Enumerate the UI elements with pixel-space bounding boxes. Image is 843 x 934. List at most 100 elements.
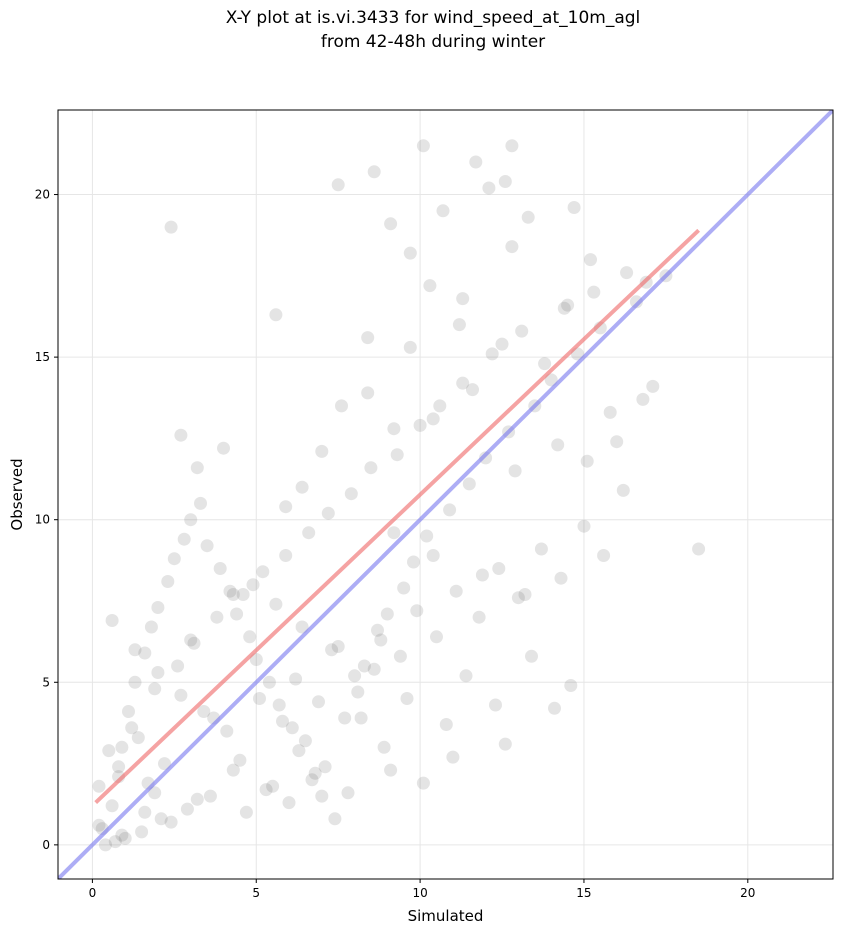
data-point — [416, 139, 430, 153]
data-point — [616, 483, 630, 497]
data-point — [331, 640, 345, 653]
data-point — [436, 204, 450, 218]
data-point — [321, 506, 335, 520]
data-point — [636, 392, 650, 406]
data-point — [279, 549, 293, 562]
data-point — [112, 760, 126, 774]
data-point — [125, 721, 139, 735]
data-point — [629, 295, 643, 309]
data-point — [190, 461, 204, 475]
data-point — [315, 789, 329, 803]
data-point — [285, 721, 299, 735]
data-point — [217, 441, 230, 455]
data-point — [105, 614, 119, 627]
data-point — [331, 178, 345, 192]
x-tick-label: 0 — [89, 886, 97, 900]
data-point — [167, 552, 181, 566]
chart-title: X-Y plot at is.vi.3433 for wind_speed_at… — [0, 6, 843, 54]
data-point — [466, 383, 479, 397]
data-point — [433, 399, 447, 413]
data-point — [305, 773, 319, 787]
one-to-one-line — [58, 110, 833, 879]
data-point — [597, 549, 611, 562]
regression-line — [94, 228, 701, 805]
data-point — [534, 542, 548, 556]
data-point — [449, 584, 463, 598]
data-point — [380, 607, 394, 621]
chart-title-line-1: X-Y plot at is.vi.3433 for wind_speed_at… — [225, 8, 641, 28]
data-point — [158, 757, 171, 771]
data-point — [213, 562, 227, 575]
data-point — [108, 835, 122, 849]
y-tick-label: 10 — [35, 513, 50, 527]
data-point — [135, 825, 149, 839]
data-point — [115, 828, 129, 842]
data-point — [236, 588, 250, 601]
data-point — [194, 496, 207, 510]
data-point — [354, 711, 368, 725]
data-point — [328, 812, 342, 826]
data-point — [387, 526, 401, 540]
data-point — [567, 201, 581, 214]
data-point — [505, 139, 519, 153]
data-point — [269, 308, 283, 322]
data-point — [246, 578, 260, 592]
data-point — [393, 649, 407, 663]
data-point — [498, 737, 512, 751]
data-point — [239, 805, 253, 819]
data-point — [505, 240, 519, 254]
x-tick-label: 5 — [252, 886, 260, 900]
x-tick-label: 20 — [740, 886, 755, 900]
data-point — [151, 601, 165, 614]
y-axis-label: Observed — [8, 458, 26, 530]
y-tick-label: 0 — [42, 838, 50, 852]
data-point — [154, 812, 168, 826]
data-point — [521, 210, 535, 224]
data-point — [439, 718, 453, 731]
data-point — [138, 646, 152, 660]
data-point — [338, 711, 352, 725]
data-point — [233, 753, 247, 767]
data-point — [482, 181, 496, 195]
data-point — [92, 818, 106, 832]
data-point — [511, 591, 525, 605]
data-point — [371, 623, 384, 637]
data-point — [515, 324, 529, 338]
reference-lines — [58, 110, 833, 879]
data-point — [249, 653, 263, 666]
data-point — [489, 698, 502, 712]
data-point — [318, 760, 332, 774]
data-point — [223, 584, 237, 598]
data-point — [403, 340, 417, 354]
data-point — [148, 786, 162, 800]
data-point — [266, 779, 280, 793]
data-point — [443, 503, 457, 517]
data-point — [410, 604, 424, 618]
data-point — [367, 662, 381, 676]
data-point — [407, 555, 420, 569]
data-point — [105, 799, 119, 813]
y-tick-label: 15 — [35, 350, 50, 364]
data-point — [151, 666, 165, 679]
data-point — [413, 418, 427, 432]
axes-frame — [57, 109, 834, 880]
data-point — [118, 831, 132, 845]
data-point — [492, 562, 506, 575]
data-point — [269, 597, 283, 611]
data-point — [498, 175, 512, 188]
data-point — [374, 633, 388, 647]
data-point — [469, 155, 483, 169]
data-point — [99, 838, 112, 852]
data-point — [295, 620, 309, 634]
data-point — [184, 633, 198, 647]
data-point — [220, 724, 234, 738]
data-point — [210, 610, 224, 624]
data-point — [610, 435, 624, 449]
data-point — [315, 444, 329, 458]
data-point — [577, 519, 591, 533]
data-point — [557, 301, 571, 315]
data-point — [344, 487, 358, 501]
data-point — [384, 763, 398, 777]
data-point — [554, 571, 568, 585]
